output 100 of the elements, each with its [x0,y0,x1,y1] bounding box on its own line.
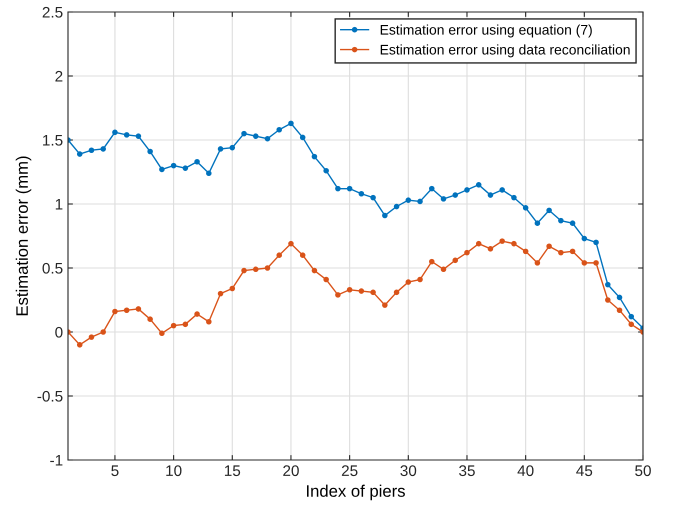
point [488,246,494,252]
point [76,342,83,348]
point [499,187,505,193]
point [100,146,106,152]
point [570,220,576,226]
point [100,329,106,335]
point [288,120,294,126]
point [323,276,329,282]
point [511,194,517,200]
legend-label: Estimation error using equation (7) [380,24,592,38]
x-axis-title: Index of piers [307,484,405,500]
x-tick-label: 50 [635,465,651,476]
point [159,166,165,172]
point [358,190,364,197]
point [417,198,423,204]
y-tick-label: -1 [50,455,62,466]
point [88,334,94,340]
point [511,240,517,246]
point [522,248,528,254]
point [346,186,352,192]
point [558,250,564,256]
x-tick-label: 15 [224,465,240,476]
point [288,240,294,246]
x-tick-label: 20 [283,465,299,476]
point [464,187,470,193]
point [546,243,552,250]
point [428,258,435,264]
point [428,186,435,192]
point [370,194,376,200]
y-tick-label: 0.5 [42,262,62,274]
point [382,302,388,308]
point [488,192,494,198]
point [206,170,212,176]
point [276,126,282,133]
point [182,165,188,171]
point [112,308,118,314]
point [605,282,611,288]
point [170,322,176,328]
point [218,146,224,152]
point [335,186,341,192]
point [605,297,611,303]
x-tick-label: 35 [459,465,475,476]
point [370,290,376,296]
y-tick-label: 2 [55,70,62,82]
y-tick-label: 1 [56,199,62,210]
x-tick-label: 10 [166,465,182,476]
point [264,265,270,271]
point [476,240,482,246]
point [124,307,130,314]
x-tick-label: 25 [342,465,358,476]
point [464,250,470,256]
point [499,238,505,244]
point [452,258,458,264]
point [300,252,306,258]
y-tick-label: 1.5 [43,135,62,146]
point [264,136,270,142]
point [252,133,259,139]
point [440,196,446,202]
point [582,260,588,266]
y-axis-title: Estimation error (mm) [16,156,32,316]
point [394,290,400,296]
point [358,288,364,294]
point [558,218,564,224]
point [335,292,341,298]
point [382,212,388,218]
point [546,208,552,214]
point [628,322,634,328]
point [312,268,318,274]
x-tick-label: 45 [576,465,592,476]
y-tick-label: 2.5 [42,6,62,18]
point [76,151,83,157]
point [136,133,142,139]
point [570,248,576,254]
point [628,314,634,320]
point [182,322,188,328]
point [88,147,94,154]
point [406,197,412,203]
point [112,130,118,136]
point [346,286,352,293]
point [300,134,306,140]
point [616,294,622,300]
x-tick-label: 30 [400,465,416,476]
point [230,144,236,150]
point [616,307,622,314]
point [406,279,412,285]
point [194,158,200,165]
point [312,154,318,160]
point [417,276,423,282]
point [218,290,224,296]
point [170,162,176,168]
point [241,130,247,136]
point [194,311,200,317]
y-tick-label: 0 [55,326,63,338]
legend-label: Estimation error using data reconciliation [380,44,630,58]
point [230,286,236,292]
point [323,168,329,174]
point [124,132,130,138]
point [394,204,400,210]
point [476,182,482,188]
point [241,268,247,274]
